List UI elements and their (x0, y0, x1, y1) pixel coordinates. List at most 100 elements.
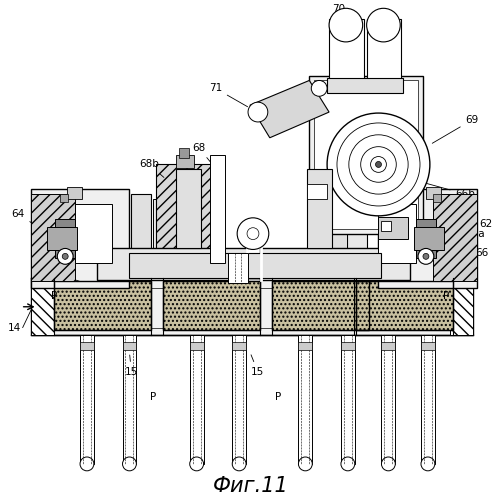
Bar (355, 281, 452, 330)
Text: 68: 68 (191, 143, 210, 162)
Bar (309, 75, 422, 234)
Bar (325, 199, 346, 273)
Circle shape (366, 8, 399, 42)
Text: 68a: 68a (225, 266, 244, 281)
Bar (122, 342, 136, 350)
Circle shape (327, 113, 429, 216)
Circle shape (348, 135, 407, 194)
Bar (378, 217, 407, 239)
Bar (175, 169, 200, 249)
Circle shape (189, 457, 203, 471)
Bar (80, 342, 94, 350)
Bar (175, 155, 193, 168)
Polygon shape (31, 278, 54, 335)
Text: 69: 69 (431, 115, 478, 143)
Bar (232, 335, 245, 464)
Bar (340, 342, 354, 350)
Circle shape (336, 123, 419, 206)
Bar (31, 194, 75, 281)
Bar (131, 194, 151, 278)
Bar (189, 335, 203, 464)
Bar (163, 281, 260, 330)
Bar (340, 335, 354, 464)
Bar (67, 187, 82, 199)
Bar (420, 342, 434, 350)
Bar (378, 189, 476, 288)
Circle shape (236, 218, 268, 250)
Text: 14: 14 (8, 322, 21, 332)
Circle shape (80, 457, 94, 471)
Bar (178, 148, 188, 158)
Bar (381, 221, 391, 231)
Text: 15: 15 (38, 265, 79, 281)
Text: 66: 66 (415, 235, 487, 258)
Circle shape (329, 8, 362, 42)
Text: P: P (51, 291, 57, 301)
Text: 68b: 68b (139, 160, 164, 178)
Circle shape (340, 457, 354, 471)
Text: 54: 54 (310, 261, 323, 271)
Bar (346, 194, 366, 278)
Circle shape (420, 457, 434, 471)
Bar (420, 335, 434, 464)
Text: P: P (274, 392, 280, 402)
Circle shape (246, 228, 259, 240)
Text: P: P (150, 392, 156, 402)
Bar (307, 184, 327, 199)
Text: 15: 15 (125, 355, 138, 377)
Bar (232, 342, 245, 350)
Text: 66a: 66a (408, 221, 484, 239)
Text: 56: 56 (159, 261, 172, 271)
Circle shape (311, 80, 327, 96)
Bar (298, 342, 312, 350)
Text: 64: 64 (12, 209, 38, 227)
Bar (163, 281, 260, 330)
Polygon shape (55, 219, 75, 258)
Circle shape (232, 457, 245, 471)
Circle shape (62, 253, 68, 259)
Circle shape (375, 162, 381, 168)
Bar (129, 253, 381, 278)
Bar (314, 80, 417, 229)
Polygon shape (415, 219, 435, 258)
Bar (355, 281, 452, 330)
Circle shape (417, 249, 433, 264)
Circle shape (422, 253, 428, 259)
Bar (80, 335, 94, 464)
Bar (329, 19, 363, 83)
Polygon shape (449, 278, 472, 335)
Text: 15: 15 (439, 265, 465, 280)
Text: 62: 62 (467, 219, 491, 233)
Text: 15: 15 (250, 355, 264, 377)
Bar (432, 194, 440, 202)
Circle shape (57, 249, 73, 264)
Bar (271, 281, 368, 330)
Text: 71: 71 (208, 83, 247, 107)
Bar (31, 189, 129, 288)
Bar (97, 249, 246, 280)
Polygon shape (413, 227, 443, 250)
Bar (327, 78, 402, 93)
Bar (228, 253, 247, 283)
Text: 70: 70 (332, 4, 347, 21)
Polygon shape (75, 204, 111, 263)
Text: P: P (442, 291, 448, 301)
Bar (381, 342, 394, 350)
Bar (210, 155, 225, 263)
Bar (153, 199, 172, 273)
Circle shape (122, 457, 136, 471)
Polygon shape (249, 80, 329, 138)
Circle shape (381, 457, 394, 471)
Bar (298, 335, 312, 464)
Bar (260, 249, 409, 280)
Bar (271, 281, 368, 330)
Bar (366, 19, 400, 83)
Polygon shape (378, 204, 415, 263)
Polygon shape (156, 165, 215, 258)
Bar (54, 281, 151, 330)
Bar (425, 187, 440, 199)
Bar (381, 335, 394, 464)
Polygon shape (47, 227, 77, 250)
Bar (122, 335, 136, 464)
Bar (189, 342, 203, 350)
